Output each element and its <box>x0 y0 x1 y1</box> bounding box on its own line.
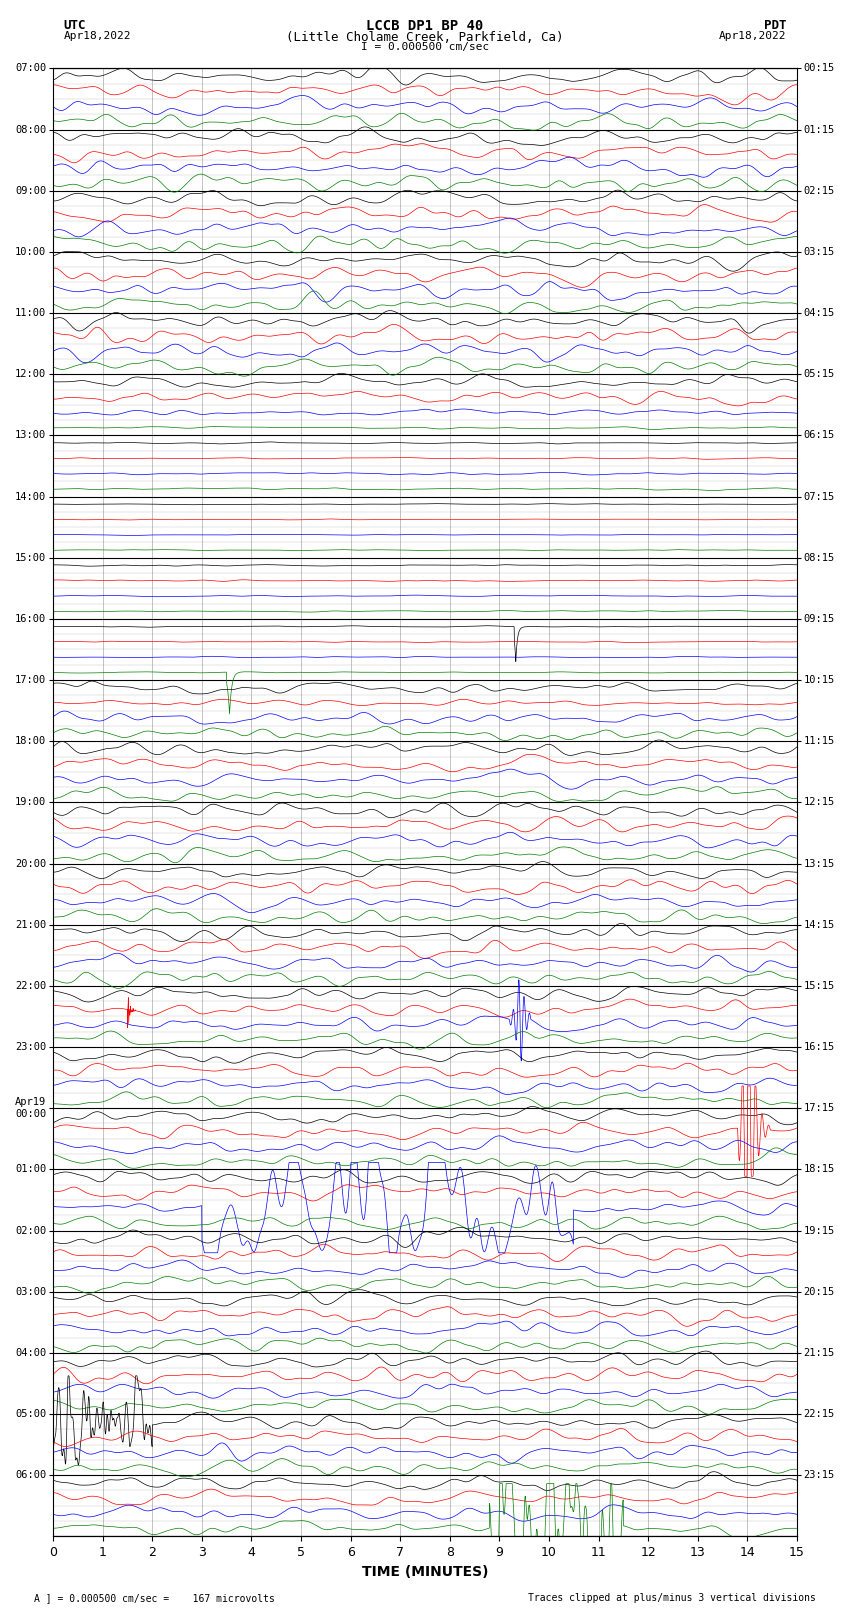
Text: Apr18,2022: Apr18,2022 <box>719 31 786 40</box>
Text: LCCB DP1 BP 40: LCCB DP1 BP 40 <box>366 19 484 34</box>
Text: (Little Cholame Creek, Parkfield, Ca): (Little Cholame Creek, Parkfield, Ca) <box>286 31 564 44</box>
Text: A ] = 0.000500 cm/sec =    167 microvolts: A ] = 0.000500 cm/sec = 167 microvolts <box>34 1594 275 1603</box>
Text: I = 0.000500 cm/sec: I = 0.000500 cm/sec <box>361 42 489 52</box>
X-axis label: TIME (MINUTES): TIME (MINUTES) <box>362 1565 488 1579</box>
Text: Apr18,2022: Apr18,2022 <box>64 31 131 40</box>
Text: PDT: PDT <box>764 19 786 32</box>
Text: Traces clipped at plus/minus 3 vertical divisions: Traces clipped at plus/minus 3 vertical … <box>528 1594 816 1603</box>
Text: UTC: UTC <box>64 19 86 32</box>
